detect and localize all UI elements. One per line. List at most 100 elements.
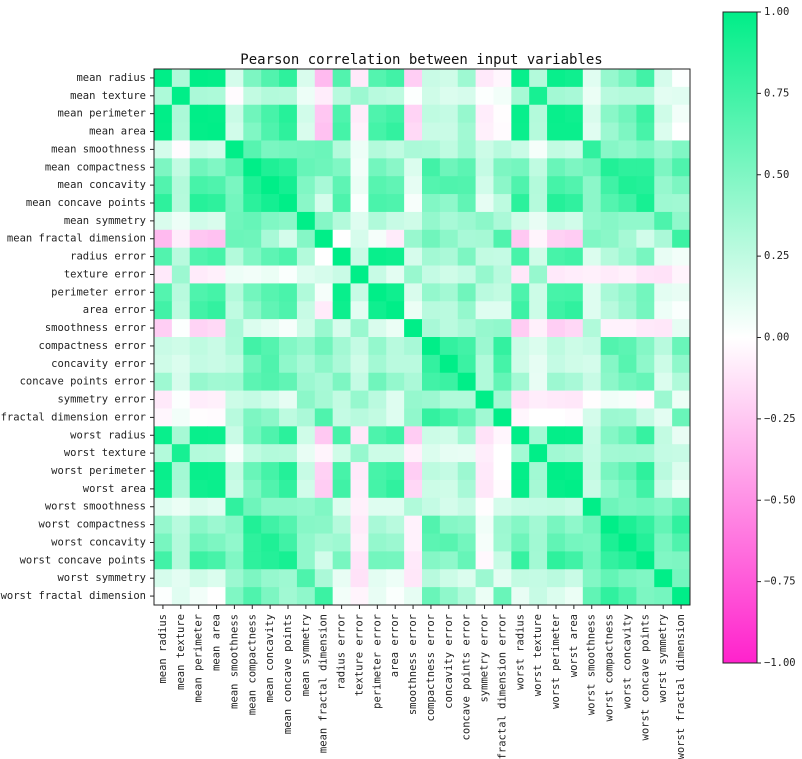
- heatmap-cell: [404, 372, 423, 391]
- heatmap-cell: [225, 104, 244, 123]
- colorbar-tick-label: −0.25: [764, 413, 796, 425]
- x-tick-label: compactness error: [425, 614, 437, 721]
- heatmap-cell: [529, 497, 548, 517]
- heatmap-cell: [582, 515, 602, 534]
- heatmap-cell: [296, 372, 316, 391]
- heatmap-cell: [439, 515, 459, 534]
- heatmap-cell: [386, 194, 405, 213]
- heatmap-cell: [547, 122, 566, 141]
- heatmap-cell: [368, 390, 387, 409]
- heatmap-cell: [404, 158, 423, 177]
- heatmap-cell: [350, 515, 369, 534]
- heatmap-cell: [207, 122, 226, 141]
- heatmap-cell: [422, 283, 441, 302]
- heatmap-cell: [154, 229, 173, 249]
- heatmap-cell: [404, 194, 423, 213]
- heatmap-cell: [618, 265, 637, 284]
- heatmap-cell: [350, 337, 369, 356]
- heatmap-cell: [547, 104, 566, 123]
- heatmap-cell: [636, 158, 655, 177]
- heatmap-cell: [654, 551, 673, 570]
- heatmap-cell: [332, 390, 351, 409]
- heatmap-cell: [350, 104, 369, 123]
- heatmap-cell: [207, 194, 226, 213]
- heatmap-cell: [261, 533, 280, 552]
- heatmap-cell: [154, 176, 173, 195]
- heatmap-cell: [154, 211, 173, 231]
- heatmap-cell: [457, 194, 476, 213]
- heatmap-cell: [636, 444, 655, 463]
- heatmap-cell: [350, 408, 369, 427]
- heatmap-cell: [672, 229, 691, 249]
- heatmap-cell: [207, 211, 226, 231]
- heatmap-cell: [457, 444, 476, 463]
- heatmap-cell: [422, 408, 441, 427]
- heatmap-cell: [529, 158, 548, 177]
- heatmap-cell: [511, 533, 530, 552]
- heatmap-cell: [404, 122, 423, 141]
- heatmap-cell: [672, 194, 691, 213]
- heatmap-cell: [493, 301, 512, 320]
- x-tick-label: mean symmetry: [300, 614, 312, 696]
- heatmap-cell: [600, 426, 619, 445]
- heatmap-cell: [422, 265, 441, 284]
- heatmap-cell: [582, 104, 602, 123]
- heatmap-cell: [457, 140, 476, 159]
- heatmap-cell: [618, 122, 637, 141]
- y-tick-label: perimeter error: [51, 286, 146, 298]
- heatmap-cell: [154, 533, 173, 552]
- heatmap-cell: [261, 515, 280, 534]
- heatmap-cell: [511, 69, 530, 88]
- heatmap-cell: [279, 408, 298, 427]
- heatmap-cell: [439, 408, 459, 427]
- heatmap-cell: [154, 319, 173, 338]
- heatmap-cell: [618, 211, 637, 231]
- heatmap-cell: [564, 283, 584, 302]
- heatmap-cell: [296, 158, 316, 177]
- heatmap-cell: [261, 158, 280, 177]
- heatmap-cell: [154, 140, 173, 159]
- heatmap-cell: [475, 372, 494, 391]
- heatmap-cell: [439, 497, 459, 517]
- y-tick-label: worst area: [83, 483, 146, 495]
- heatmap-cell: [654, 176, 673, 195]
- heatmap-cell: [636, 301, 655, 320]
- heatmap-cell: [618, 104, 637, 123]
- heatmap-cell: [261, 265, 280, 284]
- heatmap-cell: [547, 229, 566, 249]
- heatmap-cell: [207, 551, 226, 570]
- heatmap-cell: [386, 533, 405, 552]
- heatmap-cell: [672, 283, 691, 302]
- heatmap-cell: [171, 122, 191, 141]
- heatmap-cell: [600, 372, 619, 391]
- heatmap-cell: [189, 533, 208, 552]
- heatmap-cell: [350, 319, 369, 338]
- heatmap-cell: [368, 104, 387, 123]
- heatmap-cell: [582, 122, 602, 141]
- heatmap-cell: [350, 497, 369, 517]
- heatmap-cell: [672, 104, 691, 123]
- heatmap-cell: [582, 569, 602, 588]
- heatmap-cell: [296, 587, 316, 606]
- heatmap-cell: [332, 283, 351, 302]
- heatmap-cell: [422, 551, 441, 570]
- heatmap-cell: [404, 587, 423, 606]
- x-tick-label: symmetry error: [479, 614, 491, 703]
- heatmap-cell: [207, 140, 226, 159]
- heatmap-cell: [582, 354, 602, 374]
- heatmap-cell: [314, 426, 334, 445]
- heatmap-cell: [279, 479, 298, 499]
- heatmap-cell: [225, 247, 244, 266]
- heatmap-cell: [564, 372, 584, 391]
- heatmap-cell: [189, 551, 208, 570]
- heatmap-cell: [475, 497, 494, 517]
- heatmap-cell: [529, 265, 548, 284]
- heatmap-cell: [225, 533, 244, 552]
- heatmap-cell: [493, 86, 512, 106]
- heatmap-cell: [296, 444, 316, 463]
- heatmap-cell: [422, 319, 441, 338]
- heatmap-cell: [261, 229, 280, 249]
- heatmap-cell: [386, 140, 405, 159]
- heatmap-cell: [154, 497, 173, 517]
- heatmap-cell: [582, 86, 602, 106]
